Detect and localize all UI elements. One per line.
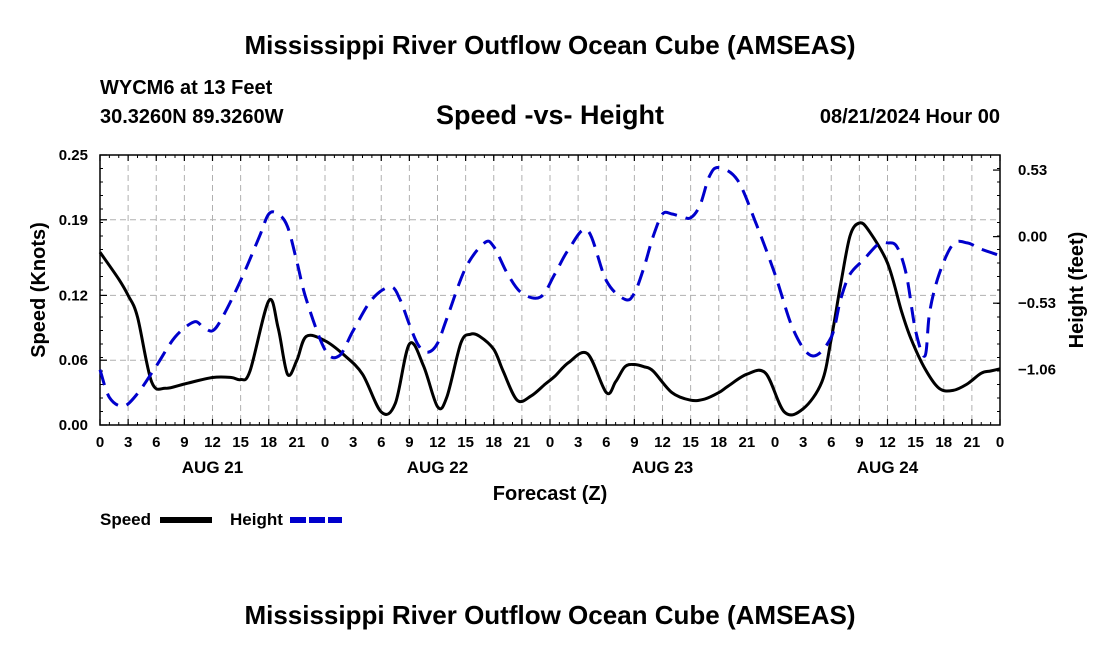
x-tick-label: 15 [907, 434, 924, 451]
x-tick-label: 9 [630, 434, 638, 451]
x-tick-label: 0 [546, 434, 554, 451]
x-tick-label: 21 [289, 434, 306, 451]
x-tick-label: 0 [321, 434, 329, 451]
y-left-tick-label: 0.12 [59, 287, 88, 304]
x-tick-label: 3 [799, 434, 807, 451]
x-tick-label: 3 [349, 434, 357, 451]
x-tick-label: 9 [405, 434, 413, 451]
x-tick-label: 9 [180, 434, 188, 451]
forecast-datetime: 08/21/2024 Hour 00 [819, 106, 1000, 128]
date-label: AUG 24 [857, 458, 919, 477]
station-label: WYCM6 at 13 Feet [100, 77, 273, 99]
y-left-tick-label: 0.06 [59, 352, 88, 369]
x-tick-label: 0 [771, 434, 779, 451]
y-right-tick-label: 0.00 [1018, 229, 1047, 246]
x-tick-label: 18 [260, 434, 277, 451]
x-tick-label: 12 [654, 434, 671, 451]
speed-series-line [98, 221, 1001, 417]
x-tick-label: 18 [710, 434, 727, 451]
x-tick-label: 3 [124, 434, 132, 451]
x-tick-label: 0 [96, 434, 104, 451]
y-right-tick-label: −1.06 [1018, 362, 1056, 379]
x-tick-label: 6 [827, 434, 835, 451]
date-label: AUG 22 [407, 458, 468, 477]
x-tick-label: 15 [682, 434, 699, 451]
x-tick-label: 21 [514, 434, 531, 451]
x-tick-label: 15 [232, 434, 249, 451]
legend-height-label: Height [230, 510, 283, 529]
x-tick-label: 12 [429, 434, 446, 451]
x-tick-label: 21 [964, 434, 981, 451]
chart-subtitle: Speed -vs- Height [435, 100, 665, 130]
x-axis-title: Forecast (Z) [493, 483, 607, 505]
y-left-tick-label: 0.00 [59, 417, 88, 434]
x-tick-label: 6 [377, 434, 385, 451]
x-tick-label: 15 [457, 434, 474, 451]
x-tick-label: 3 [574, 434, 582, 451]
chart-title: Mississippi River Outflow Ocean Cube (AM… [244, 30, 856, 60]
y-right-axis-title: Height (feet) [1066, 232, 1088, 349]
x-tick-label: 18 [935, 434, 952, 451]
x-tick-label: 18 [485, 434, 502, 451]
y-right-tick-label: −0.53 [1018, 295, 1056, 312]
footer-title: Mississippi River Outflow Ocean Cube (AM… [244, 600, 856, 630]
y-right-tick-label: 0.53 [1018, 162, 1047, 179]
plot-frame [99, 154, 1001, 426]
y-left-tick-label: 0.25 [59, 147, 88, 164]
y-left-axis-title: Speed (Knots) [28, 222, 50, 358]
date-label: AUG 21 [182, 458, 243, 477]
coordinates-label: 30.3260N 89.3260W [100, 106, 284, 128]
x-tick-label: 21 [739, 434, 756, 451]
x-tick-label: 6 [602, 434, 610, 451]
x-tick-label: 9 [855, 434, 863, 451]
x-tick-label: 12 [204, 434, 221, 451]
x-tick-label: 6 [152, 434, 160, 451]
x-tick-label: 0 [996, 434, 1004, 451]
height-series-line [98, 166, 1001, 408]
x-tick-label: 12 [879, 434, 896, 451]
y-left-tick-label: 0.19 [59, 212, 88, 229]
date-label: AUG 23 [632, 458, 693, 477]
legend-speed-label: Speed [100, 510, 151, 529]
